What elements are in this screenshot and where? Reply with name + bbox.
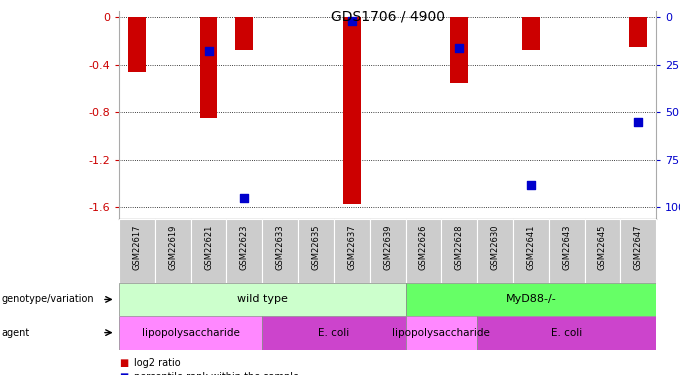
Bar bbox=[343, 17, 360, 204]
Text: GSM22647: GSM22647 bbox=[634, 225, 643, 270]
Text: GSM22641: GSM22641 bbox=[526, 225, 535, 270]
Text: GSM22635: GSM22635 bbox=[311, 225, 320, 270]
Text: ■: ■ bbox=[119, 372, 129, 375]
Bar bbox=[450, 17, 468, 82]
Bar bbox=[119, 219, 155, 283]
Bar bbox=[119, 283, 405, 316]
Text: GSM22626: GSM22626 bbox=[419, 225, 428, 270]
Text: GSM22619: GSM22619 bbox=[168, 225, 177, 270]
Text: GSM22621: GSM22621 bbox=[204, 225, 213, 270]
Text: E. coli: E. coli bbox=[318, 328, 350, 338]
Bar bbox=[405, 316, 477, 350]
Bar bbox=[405, 219, 441, 283]
Bar bbox=[522, 17, 540, 51]
Text: GSM22639: GSM22639 bbox=[383, 225, 392, 270]
Text: GSM22623: GSM22623 bbox=[240, 225, 249, 270]
Bar bbox=[155, 219, 190, 283]
Point bbox=[633, 119, 644, 125]
Bar bbox=[370, 219, 405, 283]
Text: genotype/variation: genotype/variation bbox=[1, 294, 94, 304]
Bar bbox=[262, 316, 405, 350]
Bar bbox=[334, 219, 370, 283]
Point bbox=[346, 18, 357, 24]
Text: GSM22633: GSM22633 bbox=[275, 225, 285, 270]
Point bbox=[203, 48, 214, 54]
Text: GSM22628: GSM22628 bbox=[455, 225, 464, 270]
Point bbox=[454, 45, 464, 51]
Text: E. coli: E. coli bbox=[551, 328, 582, 338]
Bar bbox=[513, 219, 549, 283]
Text: wild type: wild type bbox=[237, 294, 288, 304]
Bar bbox=[298, 219, 334, 283]
Bar bbox=[226, 219, 262, 283]
Text: lipopolysaccharide: lipopolysaccharide bbox=[392, 328, 490, 338]
Text: lipopolysaccharide: lipopolysaccharide bbox=[141, 328, 239, 338]
Bar bbox=[629, 17, 647, 47]
Bar bbox=[620, 219, 656, 283]
Text: GSM22617: GSM22617 bbox=[133, 225, 141, 270]
Text: ■: ■ bbox=[119, 358, 129, 368]
Point bbox=[526, 182, 537, 188]
Bar bbox=[477, 219, 513, 283]
Bar bbox=[477, 316, 656, 350]
Bar bbox=[200, 17, 218, 118]
Bar bbox=[585, 219, 620, 283]
Text: MyD88-/-: MyD88-/- bbox=[505, 294, 556, 304]
Text: GSM22645: GSM22645 bbox=[598, 225, 607, 270]
Point bbox=[239, 195, 250, 201]
Text: percentile rank within the sample: percentile rank within the sample bbox=[134, 372, 299, 375]
Text: log2 ratio: log2 ratio bbox=[134, 358, 181, 368]
Bar bbox=[262, 219, 298, 283]
Bar bbox=[190, 219, 226, 283]
Text: GDS1706 / 4900: GDS1706 / 4900 bbox=[330, 9, 445, 23]
Text: GSM22637: GSM22637 bbox=[347, 225, 356, 270]
Bar bbox=[441, 219, 477, 283]
Bar bbox=[119, 316, 262, 350]
Bar bbox=[128, 17, 146, 72]
Bar bbox=[405, 283, 656, 316]
Text: agent: agent bbox=[1, 328, 30, 338]
Text: GSM22643: GSM22643 bbox=[562, 225, 571, 270]
Text: GSM22630: GSM22630 bbox=[490, 225, 500, 270]
Bar bbox=[235, 17, 253, 51]
Bar bbox=[549, 219, 585, 283]
